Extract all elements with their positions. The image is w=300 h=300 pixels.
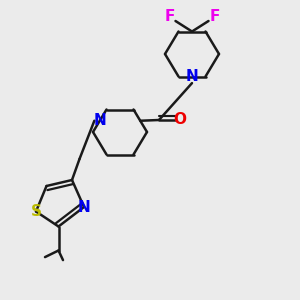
Text: F: F [164,9,175,24]
Text: N: N [93,113,106,128]
Text: S: S [31,204,41,219]
Text: O: O [173,112,187,128]
Text: F: F [209,9,220,24]
Text: N: N [186,69,198,84]
Text: N: N [78,200,90,214]
